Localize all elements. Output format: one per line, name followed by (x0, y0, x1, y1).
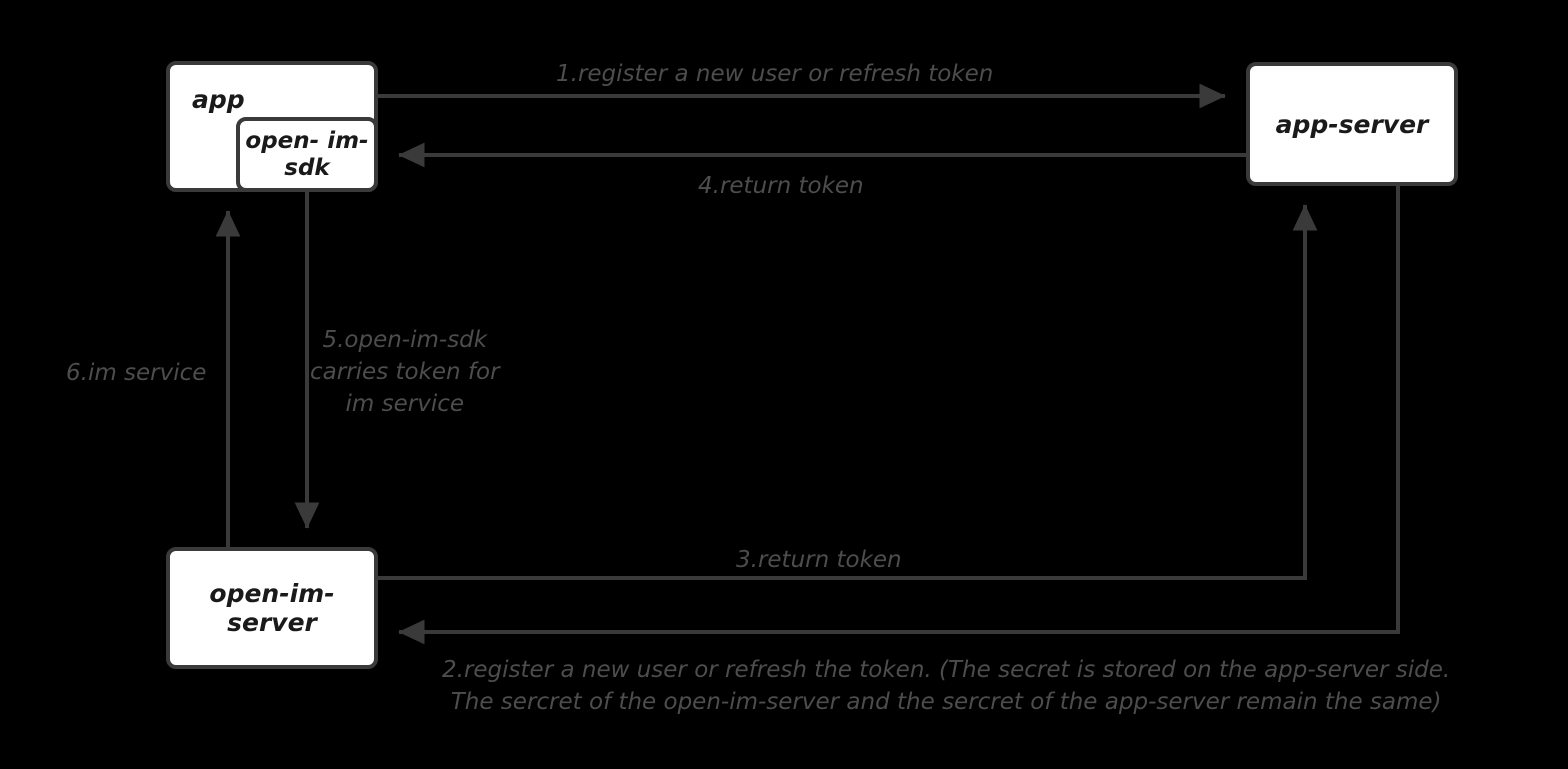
edge-label-4: 4.return token (698, 173, 864, 199)
edge-label-3: 3.return token (736, 547, 902, 573)
node-app-server[interactable]: app-server (1246, 62, 1458, 186)
connector-3 (378, 204, 1318, 580)
connector-2 (398, 186, 1400, 645)
node-open-im-server[interactable]: open-im- server (166, 547, 378, 669)
edge-label-6: 6.im service (66, 360, 207, 386)
edge-label-2: 2.register a new user or refresh the tok… (442, 657, 1451, 716)
node-open-im-sdk[interactable]: open- im-sdk (236, 117, 378, 192)
edge-label-5: 5.open-im-sdk carries token for im servi… (310, 327, 500, 418)
edge-label-1: 1.register a new user or refresh token (556, 61, 994, 87)
